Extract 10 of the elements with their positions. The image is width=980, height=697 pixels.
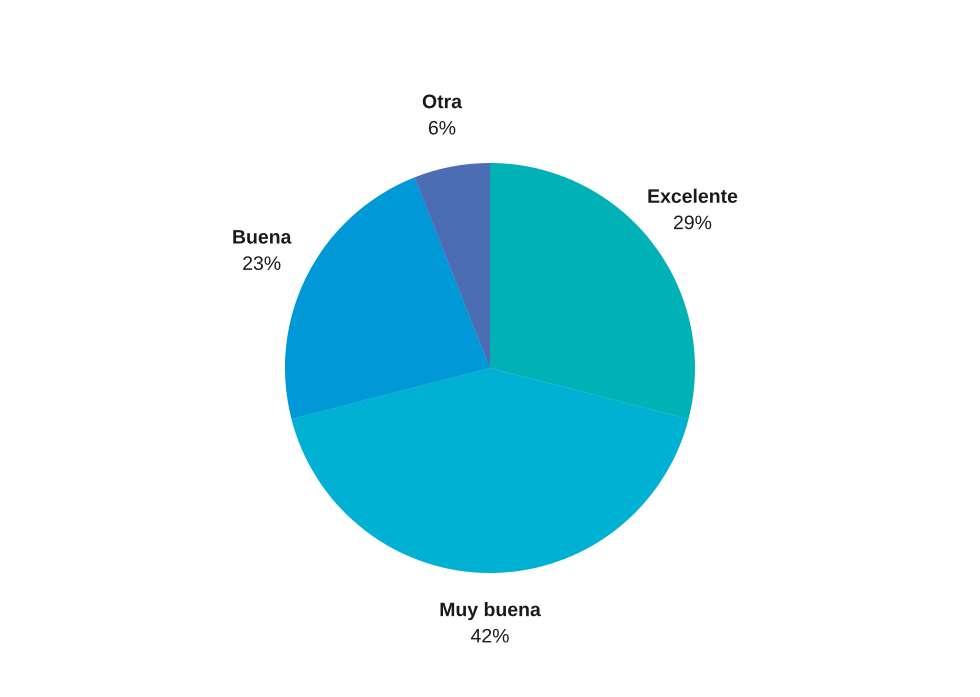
data-label: 42%	[470, 628, 509, 643]
pie-slice	[414, 162, 490, 368]
slice-label: Muy buena	[440, 602, 541, 620]
data-label: 29%	[674, 216, 712, 230]
data-label: 6%	[428, 120, 456, 135]
data-label: 23%	[243, 256, 280, 270]
slice-label: Excelente	[648, 188, 738, 203]
slice-label: Buena	[233, 230, 292, 244]
pie-slice	[291, 368, 689, 573]
slice-label: Otra	[422, 94, 462, 108]
